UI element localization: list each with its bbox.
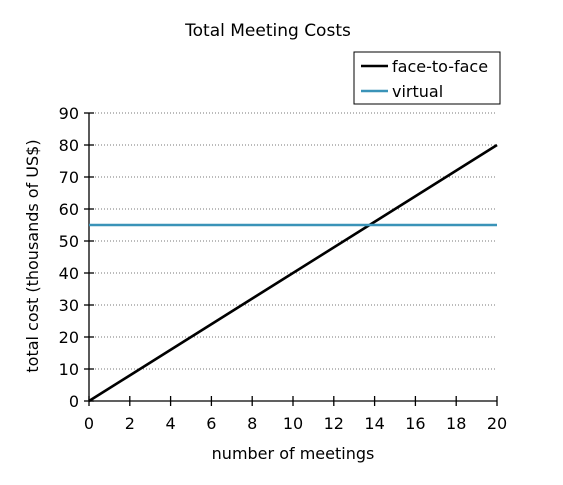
x-tick-label-16: 16 bbox=[405, 414, 425, 433]
y-tick-label-80: 80 bbox=[59, 136, 79, 155]
x-tick-label-4: 4 bbox=[166, 414, 176, 433]
y-tick-label-10: 10 bbox=[59, 360, 79, 379]
legend-box bbox=[353, 51, 501, 105]
gridlines bbox=[89, 112, 497, 370]
y-tick-label-30: 30 bbox=[59, 296, 79, 315]
x-tick-label-8: 8 bbox=[247, 414, 257, 433]
legend-label-virtual: virtual bbox=[392, 82, 443, 101]
legend-label-face-to-face: face-to-face bbox=[392, 57, 488, 76]
y-tick-label-60: 60 bbox=[59, 200, 79, 219]
y-tick-label-90: 90 bbox=[59, 104, 79, 123]
series-lines bbox=[88, 143, 498, 403]
y-tick-label-70: 70 bbox=[59, 168, 79, 187]
y-axis-label: total cost (thousands of US$) bbox=[23, 139, 42, 372]
y-tick-label-50: 50 bbox=[59, 232, 79, 251]
series-line-face-to-face bbox=[88, 143, 498, 403]
x-tick-label-18: 18 bbox=[446, 414, 466, 433]
y-axis-ticks: 0 10 20 30 40 50 60 70 80 90 bbox=[59, 104, 94, 411]
y-tick-label-20: 20 bbox=[59, 328, 79, 347]
x-tick-label-0: 0 bbox=[84, 414, 94, 433]
x-tick-label-2: 2 bbox=[125, 414, 135, 433]
x-tick-label-20: 20 bbox=[487, 414, 507, 433]
y-tick-label-40: 40 bbox=[59, 264, 79, 283]
x-tick-label-12: 12 bbox=[324, 414, 344, 433]
x-tick-label-14: 14 bbox=[364, 414, 384, 433]
chart-title: Total Meeting Costs bbox=[184, 21, 351, 41]
x-tick-label-10: 10 bbox=[283, 414, 303, 433]
y-tick-label-0: 0 bbox=[69, 392, 79, 411]
x-tick-label-6: 6 bbox=[206, 414, 216, 433]
axes bbox=[88, 113, 497, 402]
x-axis-label: number of meetings bbox=[212, 444, 375, 463]
x-axis-ticks: 0 2 4 6 8 10 12 14 16 18 20 bbox=[84, 396, 507, 433]
legend: face-to-face virtual bbox=[353, 51, 501, 105]
